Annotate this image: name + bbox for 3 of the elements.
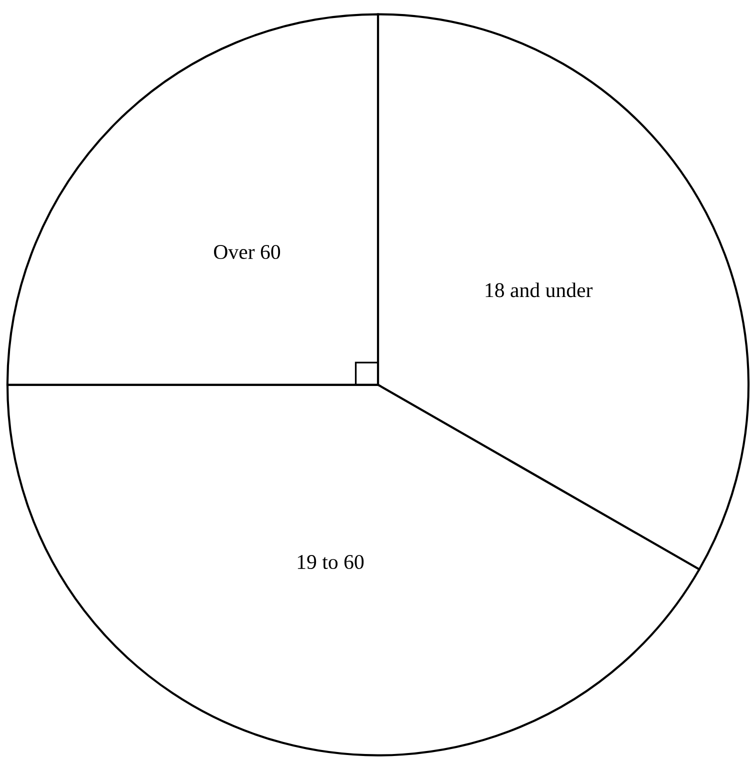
slice-label: 18 and under: [486, 282, 593, 298]
slice-label: Over 60: [214, 244, 280, 260]
slice-label: 19 to 60: [298, 554, 364, 570]
